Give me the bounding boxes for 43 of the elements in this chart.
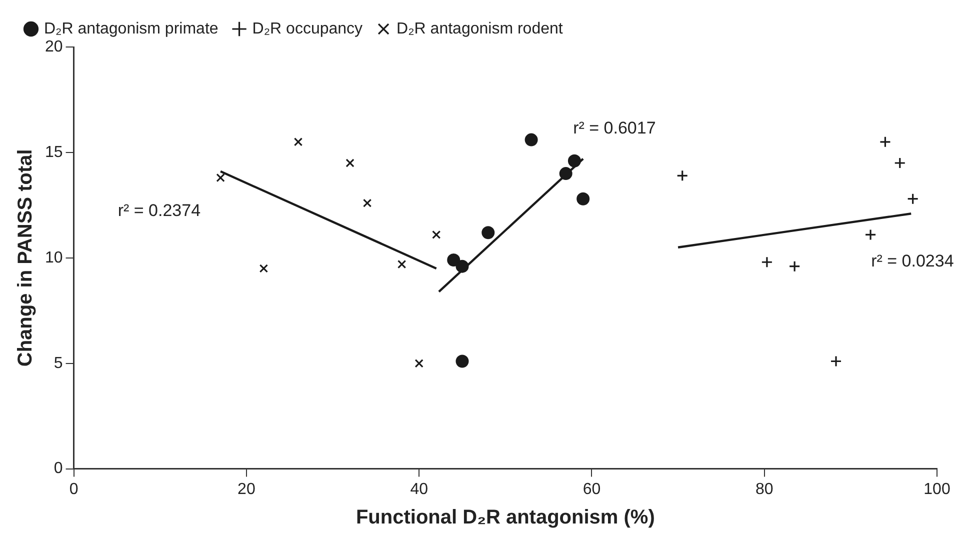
point <box>362 198 372 208</box>
y-tick-label: 15 <box>45 144 63 161</box>
annotation: r² = 0.0234 <box>871 251 954 270</box>
point <box>456 354 469 368</box>
point <box>676 170 688 182</box>
point <box>907 193 919 205</box>
point <box>830 355 842 368</box>
y-tick-label: 20 <box>45 38 63 56</box>
x-tick-label: 0 <box>69 480 78 498</box>
point <box>894 157 906 169</box>
point <box>397 260 406 269</box>
point <box>524 133 538 146</box>
point <box>447 254 460 267</box>
annotation: r² = 0.2374 <box>118 201 201 220</box>
point <box>864 228 876 240</box>
point <box>414 359 424 368</box>
point <box>216 173 225 182</box>
x-tick-label: 100 <box>924 480 950 498</box>
y-axis-title: Change in PANSS total <box>14 149 37 367</box>
x-tick-label: 20 <box>238 480 256 498</box>
point <box>346 158 354 168</box>
point <box>879 136 892 148</box>
x-tick-label: 80 <box>755 480 774 498</box>
x-tick-label: 40 <box>410 480 428 498</box>
point <box>788 260 800 272</box>
point <box>559 167 572 180</box>
legend-label: D₂R occupancy <box>252 20 363 38</box>
point <box>761 256 773 268</box>
point <box>568 154 581 168</box>
y-tick-label: 10 <box>45 249 63 266</box>
x-tick-label: 60 <box>582 480 601 498</box>
point <box>259 264 268 273</box>
x-axis-title: Functional D₂R antagonism (%) <box>356 506 655 529</box>
point <box>482 226 495 240</box>
annotation: r² = 0.6017 <box>573 118 656 138</box>
y-tick-label: 5 <box>54 354 63 372</box>
point <box>576 192 590 206</box>
point <box>432 230 441 240</box>
point <box>456 260 469 273</box>
y-tick-label: 0 <box>54 460 63 478</box>
legend-label: D₂R antagonism primate <box>44 20 218 38</box>
point <box>294 138 303 146</box>
legend-label: D₂R antagonism rodent <box>396 20 564 38</box>
